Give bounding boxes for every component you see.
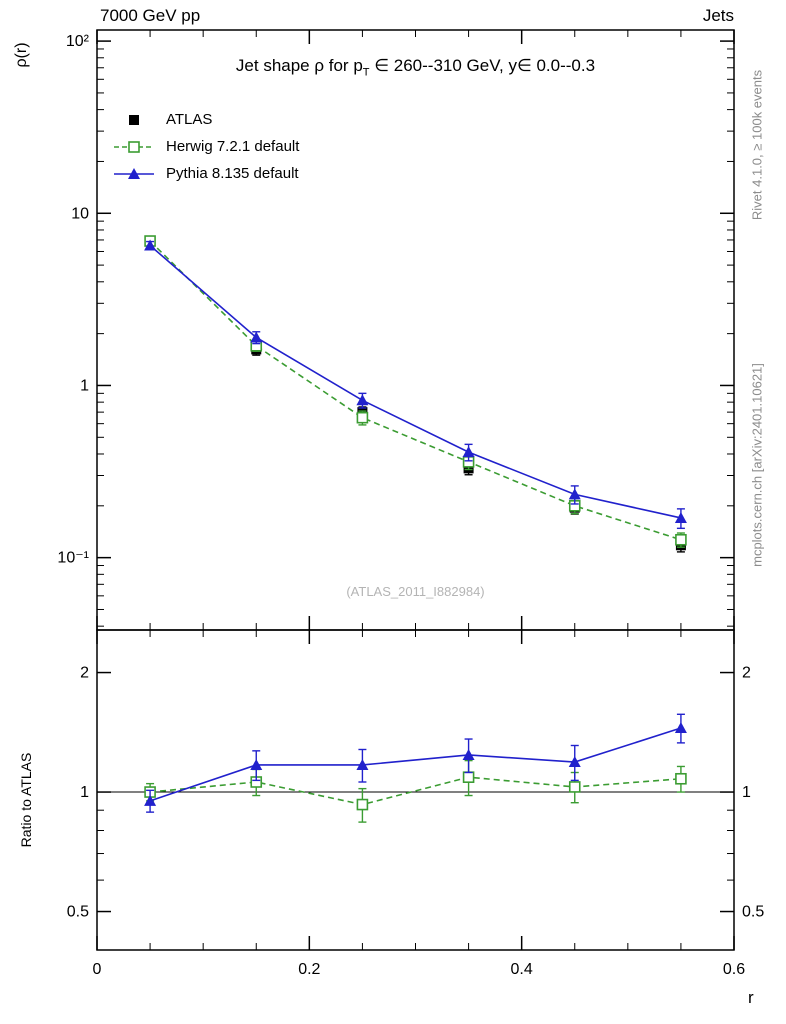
legend-label-herwig: Herwig 7.2.1 default [166,138,300,155]
legend: ATLAS Herwig 7.2.1 default Pythia 8.135 … [112,106,299,187]
rivet-version-note: Rivet 4.1.0, ≥ 100k events [749,69,765,221]
svg-text:0.4: 0.4 [511,961,533,978]
plot-title-pre: Jet shape ρ for p [235,56,363,75]
legend-item-atlas: ATLAS [112,106,299,133]
atlas-square-marker-icon [129,114,139,125]
legend-item-pythia: Pythia 8.135 default [112,160,299,187]
beam-energy-label: 7000 GeV pp [100,6,201,25]
mcplots-reference-note: mcplots.cern.ch [arXiv:2401.10621] [749,363,765,567]
svg-text:10²: 10² [66,33,90,50]
analysis-id-watermark: (ATLAS_2011_I882984) [346,584,485,599]
svg-text:0.6: 0.6 [723,961,745,978]
x-axis-label: r [748,988,754,1007]
herwig-dashed-square-marker-icon [114,140,154,153]
svg-text:10⁻¹: 10⁻¹ [57,550,89,567]
plot-title-sub: T [362,66,370,79]
plot-title-post: ∈ 260--310 GeV, y∈ 0.0--0.3 [369,56,596,75]
svg-text:1: 1 [80,377,89,394]
ratio-axis-label: Ratio to ATLAS [18,752,34,848]
svg-text:0.2: 0.2 [298,961,320,978]
svg-text:0.5: 0.5 [67,904,89,921]
legend-label-atlas: ATLAS [166,111,213,128]
svg-text:0.5: 0.5 [742,904,764,921]
pythia-line-triangle-marker-icon [114,167,154,179]
svg-text:1: 1 [742,784,751,801]
svg-text:2: 2 [742,665,751,682]
svg-text:2: 2 [80,665,89,682]
y-axis-label: ρ(r) [13,42,30,68]
plot-title: Jet shape ρ for pT ∈ 260--310 GeV, y∈ 0.… [97,56,734,78]
svg-text:10: 10 [71,205,89,222]
svg-text:0: 0 [93,961,102,978]
legend-label-pythia: Pythia 8.135 default [166,165,299,182]
legend-item-herwig: Herwig 7.2.1 default [112,133,299,160]
analysis-group-label: Jets [702,6,734,25]
svg-text:1: 1 [80,784,89,801]
